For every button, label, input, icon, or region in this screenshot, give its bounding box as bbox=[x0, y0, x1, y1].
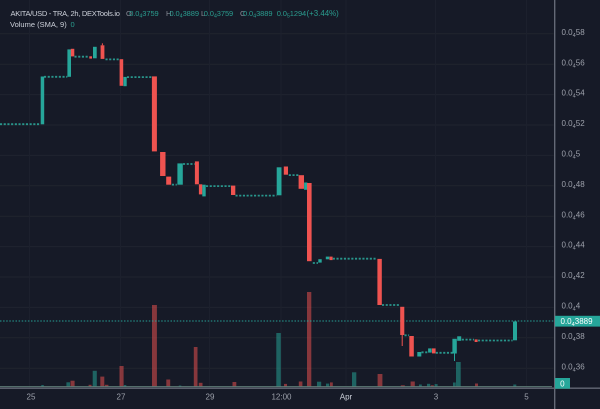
svg-text:0.043889: 0.043889 bbox=[561, 317, 594, 328]
svg-text:C: C bbox=[240, 9, 246, 18]
svg-text:0.0438: 0.0438 bbox=[562, 332, 586, 343]
svg-text:0.0436: 0.0436 bbox=[562, 362, 586, 373]
svg-text:0.0456: 0.0456 bbox=[562, 58, 586, 69]
svg-text:29: 29 bbox=[206, 393, 215, 402]
svg-text:0.0442: 0.0442 bbox=[562, 271, 586, 282]
svg-text:0.043889: 0.043889 bbox=[243, 9, 272, 20]
svg-text:0.0454: 0.0454 bbox=[562, 89, 586, 100]
svg-text:5: 5 bbox=[524, 393, 529, 402]
svg-text:0.0448: 0.0448 bbox=[562, 180, 586, 191]
svg-text:(+3.44%): (+3.44%) bbox=[307, 9, 340, 18]
svg-text:0.0446: 0.0446 bbox=[562, 210, 586, 221]
svg-text:AKITA/USD - TRA, 2h, DEXTools.: AKITA/USD - TRA, 2h, DEXTools.io bbox=[11, 9, 120, 18]
svg-text:Volume (SMA, 9): Volume (SMA, 9) bbox=[10, 20, 67, 29]
svg-text:3: 3 bbox=[434, 393, 439, 402]
svg-text:O: O bbox=[126, 9, 132, 18]
svg-text:0.043889: 0.043889 bbox=[170, 9, 199, 20]
svg-text:H: H bbox=[166, 9, 171, 18]
svg-text:27: 27 bbox=[117, 393, 126, 402]
svg-text:L: L bbox=[201, 9, 205, 18]
svg-text:25: 25 bbox=[27, 393, 36, 402]
svg-text:0.045: 0.045 bbox=[562, 150, 581, 161]
svg-text:Apr: Apr bbox=[340, 393, 353, 402]
svg-text:0: 0 bbox=[560, 380, 565, 389]
svg-text:0.043759: 0.043759 bbox=[204, 9, 233, 20]
svg-text:0.0452: 0.0452 bbox=[562, 119, 586, 130]
svg-text:0.051294: 0.051294 bbox=[277, 9, 306, 20]
svg-text:0.0458: 0.0458 bbox=[562, 28, 586, 39]
svg-text:0.044: 0.044 bbox=[562, 302, 581, 313]
svg-text:0: 0 bbox=[71, 20, 75, 29]
svg-text:0.043759: 0.043759 bbox=[129, 9, 158, 20]
svg-text:12:00: 12:00 bbox=[271, 393, 292, 402]
svg-text:0.0444: 0.0444 bbox=[562, 241, 586, 252]
